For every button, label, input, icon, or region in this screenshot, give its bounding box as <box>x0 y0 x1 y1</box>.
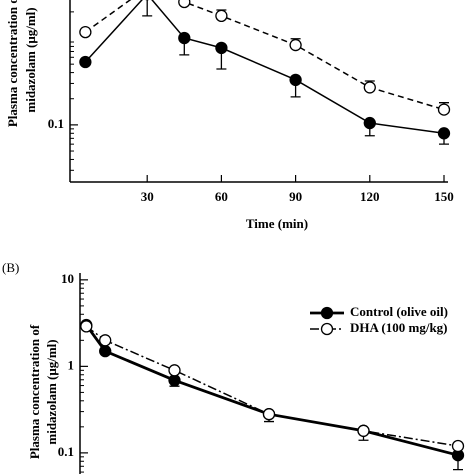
series-line <box>84 0 445 111</box>
marker <box>215 9 228 23</box>
marker <box>215 41 228 55</box>
marker <box>357 424 370 437</box>
x-tick-label: 150 <box>434 189 454 204</box>
marker <box>262 408 276 421</box>
legend-label: Control (olive oil) <box>350 304 448 319</box>
legend-marker <box>320 322 334 336</box>
marker <box>437 103 451 116</box>
y-tick-label: 0.1 <box>58 444 74 459</box>
marker <box>363 116 376 130</box>
marker <box>178 0 191 9</box>
y-axis-label: midazolam (μg/ml) <box>23 7 38 112</box>
x-tick-label: 120 <box>360 189 380 204</box>
panel-label: (B) <box>2 260 19 275</box>
marker <box>437 127 451 140</box>
legend-label: DHA (100 mg/kg) <box>350 320 448 335</box>
marker <box>363 81 376 94</box>
marker <box>451 439 465 453</box>
marker <box>289 73 302 86</box>
y-axis-label: midazolam (μg/ml) <box>44 339 59 444</box>
x-tick-label: 30 <box>141 189 154 204</box>
marker <box>178 31 191 45</box>
marker <box>99 344 112 358</box>
y-tick-label: 1 <box>68 357 75 372</box>
x-tick-label: 60 <box>215 189 228 204</box>
x-tick-label: 90 <box>289 189 302 204</box>
series-line <box>85 325 459 447</box>
series-line <box>85 324 459 457</box>
y-tick-label: 0.1 <box>48 116 64 131</box>
y-axis-label: Plasma concentration of <box>27 324 42 459</box>
marker <box>168 364 181 377</box>
y-axis-label: Plasma concentration of <box>5 0 20 127</box>
legend-marker <box>320 306 334 320</box>
y-tick-label: 10 <box>61 271 74 286</box>
marker <box>80 320 93 333</box>
plot-area <box>79 0 451 145</box>
marker <box>79 55 92 69</box>
marker <box>289 38 302 52</box>
plot-area <box>80 318 465 471</box>
x-axis-label: Time (min) <box>246 216 308 231</box>
series-line <box>84 0 445 135</box>
marker <box>79 25 92 39</box>
marker <box>99 334 112 347</box>
error-bar <box>142 0 153 17</box>
